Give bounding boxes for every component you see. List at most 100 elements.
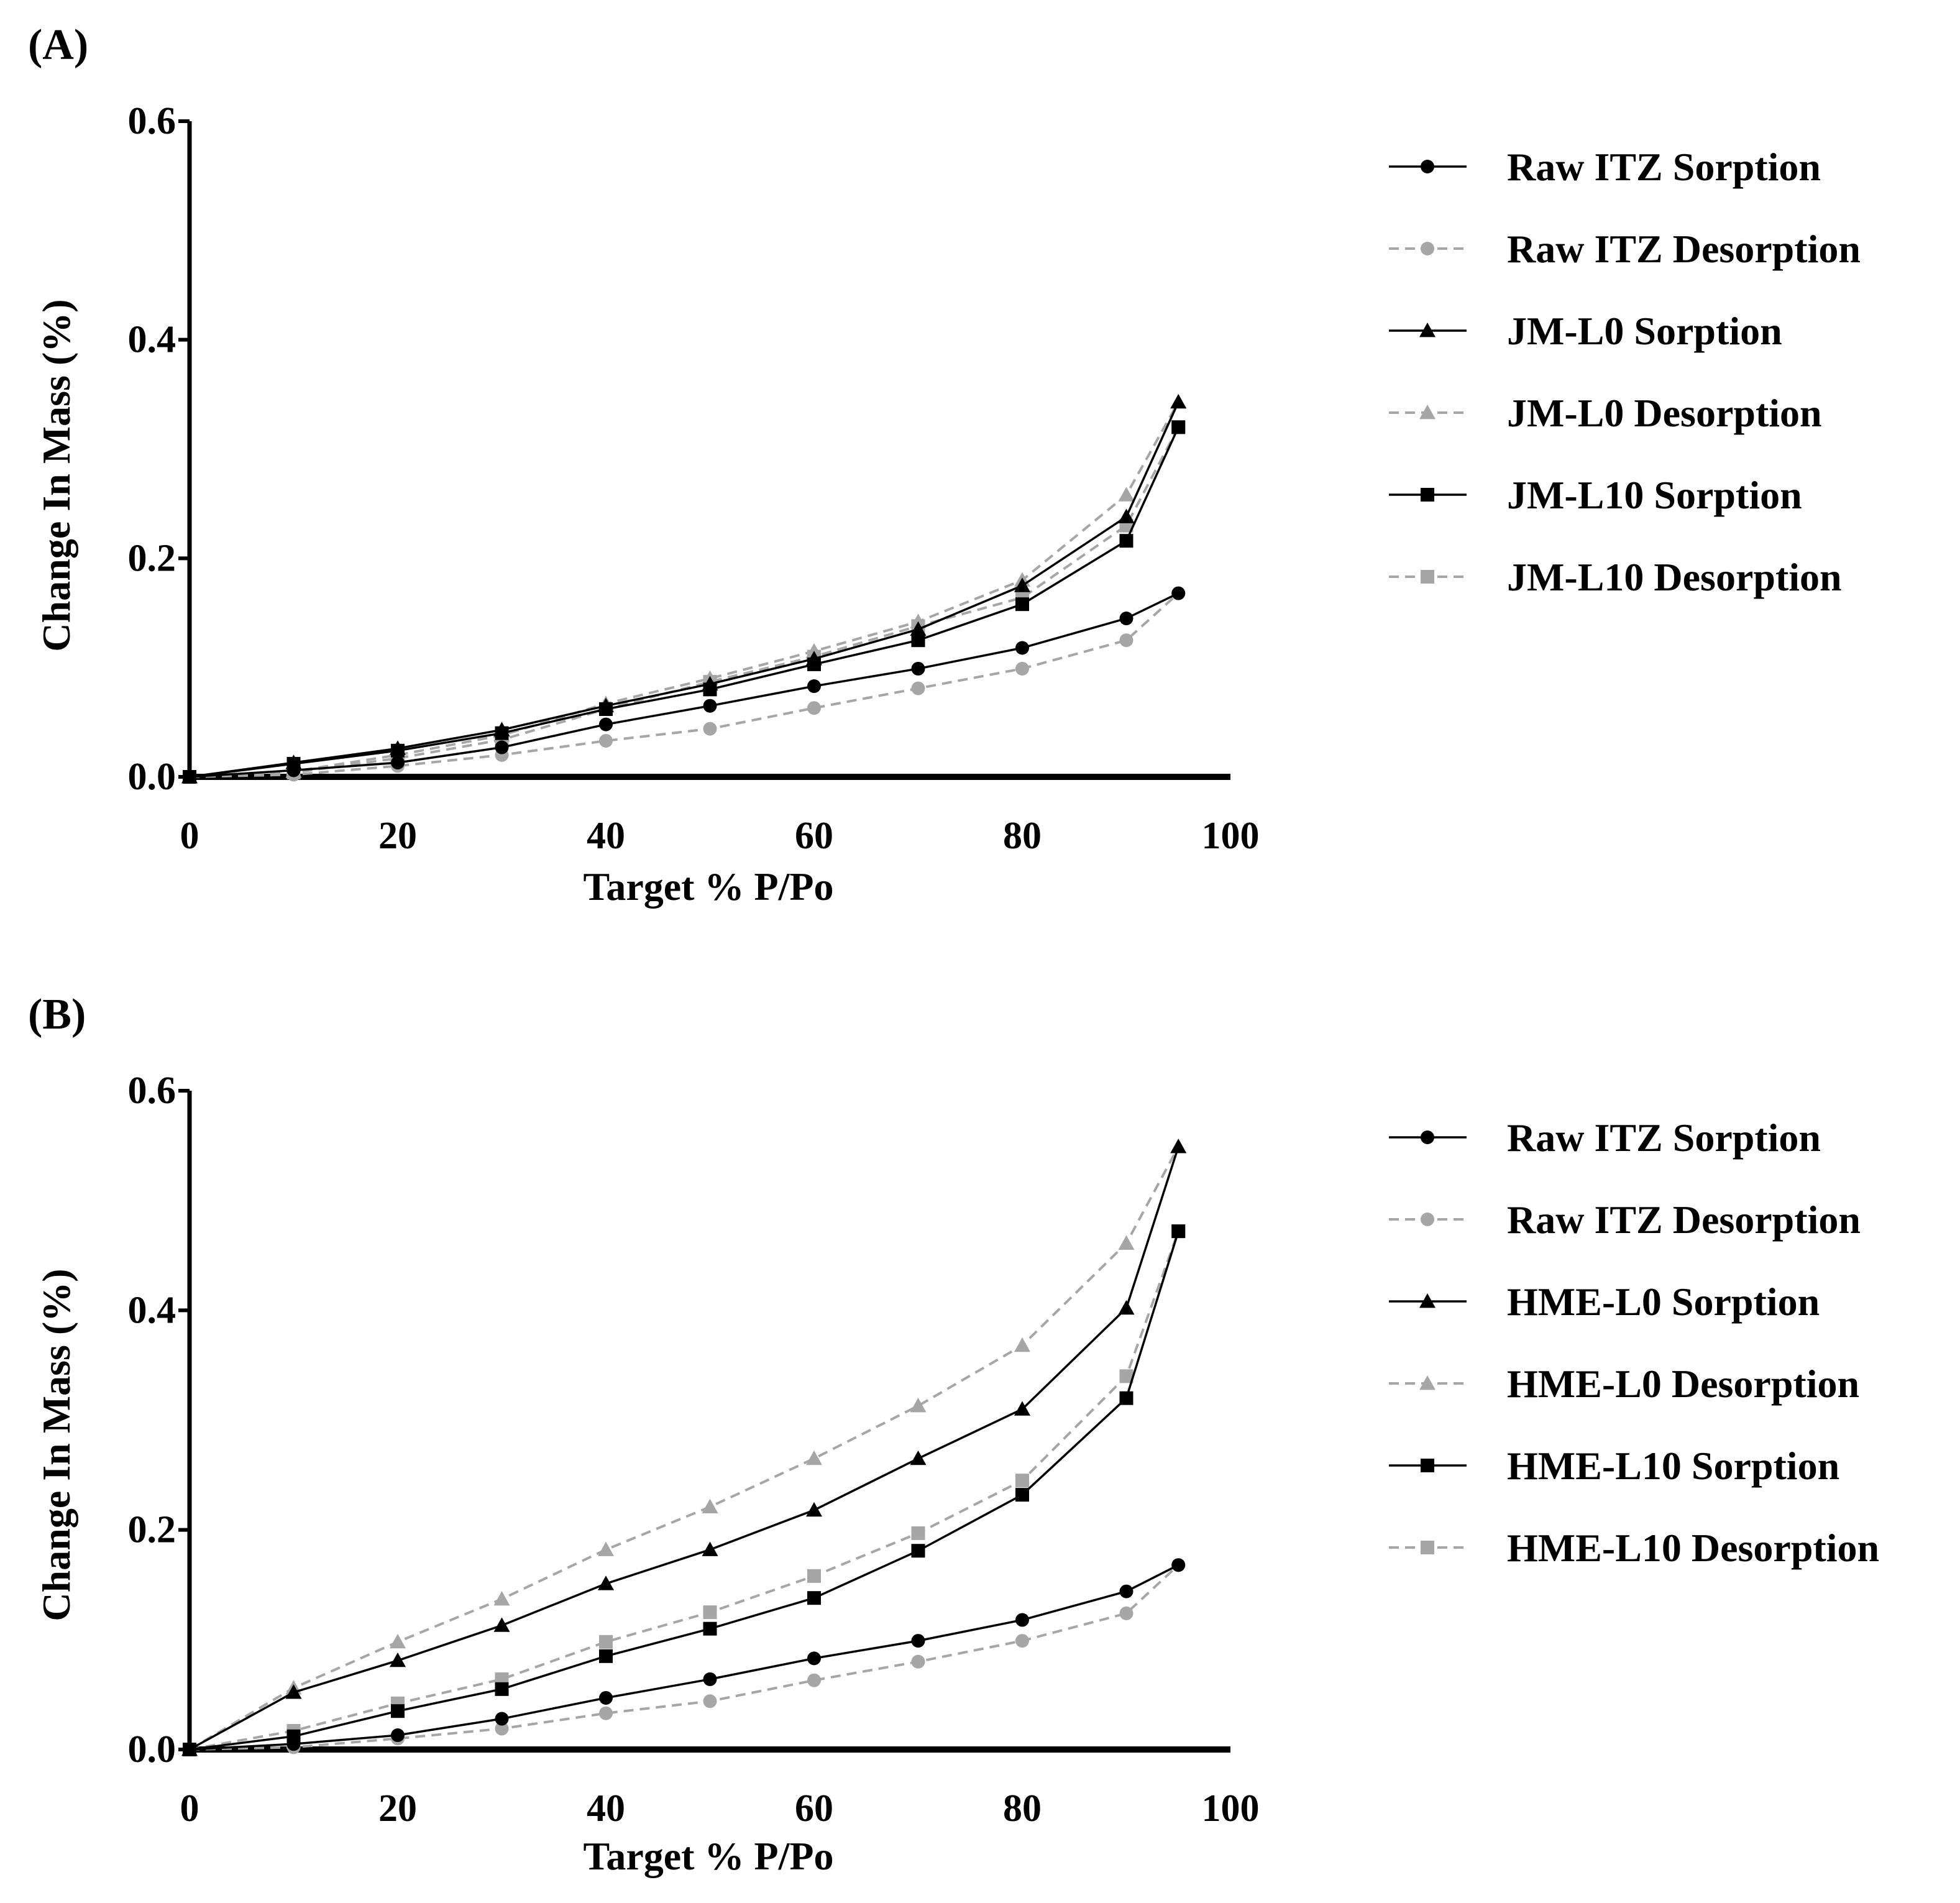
legend-label: JM-L10 Sorption: [1507, 473, 1802, 517]
data-point: [495, 1712, 509, 1726]
series-line: [189, 1564, 1179, 1751]
data-point: [1014, 1337, 1030, 1352]
series-line: [189, 1146, 1179, 1751]
data-point: [599, 1706, 613, 1720]
series-hme-l10-desorption: [183, 1224, 1186, 1756]
plot-area: [181, 1139, 1187, 1756]
data-point: [1015, 661, 1029, 676]
data-point: [599, 717, 613, 731]
data-point: [391, 756, 405, 770]
x-tick-label: 0: [180, 815, 199, 857]
legend-marker: [1421, 1459, 1434, 1472]
data-point: [495, 726, 509, 740]
data-point: [599, 733, 613, 748]
data-point: [390, 1633, 406, 1649]
data-point: [1015, 1488, 1029, 1502]
series-line: [189, 1564, 1179, 1751]
data-point: [1118, 1300, 1135, 1315]
series-hme-l0-desorption: [181, 1139, 1187, 1756]
series-hme-l0-sorption: [181, 1139, 1187, 1756]
data-point: [495, 740, 509, 754]
data-point: [1015, 1474, 1029, 1488]
legend-marker: [1419, 1293, 1436, 1308]
legend-label: Raw ITZ Sorption: [1507, 1116, 1821, 1160]
data-point: [703, 699, 717, 713]
data-point: [1118, 1235, 1135, 1250]
legend-label: HME-L10 Sorption: [1507, 1444, 1839, 1488]
legend-marker: [1421, 1541, 1434, 1554]
data-point: [703, 682, 717, 697]
data-point: [702, 1541, 718, 1556]
legend-label: Raw ITZ Desorption: [1507, 1198, 1861, 1242]
x-tick-label: 80: [1003, 815, 1042, 857]
data-point: [807, 1591, 821, 1605]
data-point: [911, 661, 925, 676]
data-point: [910, 621, 927, 636]
data-point: [910, 1398, 927, 1413]
data-point: [1014, 577, 1030, 592]
x-tick-label: 100: [1202, 815, 1260, 857]
legend-label: JM-L10 Desorption: [1507, 555, 1842, 599]
data-point: [703, 1672, 717, 1686]
legend-label: Raw ITZ Desorption: [1507, 227, 1861, 271]
data-point: [910, 1450, 927, 1465]
series-jm-l10-sorption: [183, 420, 1186, 784]
data-point: [1171, 1558, 1186, 1572]
data-point: [1014, 1401, 1030, 1416]
data-point: [495, 1682, 509, 1696]
data-point: [285, 1684, 302, 1699]
data-point: [1119, 1391, 1133, 1405]
axes: [178, 119, 1230, 781]
series-hme-l10-sorption: [183, 1224, 1186, 1756]
data-point: [703, 722, 717, 736]
y-tick-label: 0.6: [128, 1070, 176, 1112]
x-tick-label: 60: [795, 1787, 833, 1830]
x-tick-label: 40: [587, 815, 625, 857]
data-point: [286, 756, 301, 771]
y-axis-title: Change In Mass (%): [34, 299, 78, 651]
legend-marker: [1421, 160, 1434, 173]
legend-marker: [1419, 1375, 1436, 1390]
y-tick-label: 0.4: [128, 319, 176, 361]
x-tick-label: 60: [795, 815, 833, 857]
data-point: [807, 1673, 821, 1687]
series-raw-itz-sorption: [183, 1558, 1186, 1756]
x-tick-label: 20: [378, 1787, 417, 1830]
data-point: [1170, 393, 1187, 409]
data-point: [390, 1652, 406, 1667]
series-jm-l10-desorption: [183, 420, 1186, 784]
panel-label: (A): [28, 21, 88, 69]
y-axis-title: Change In Mass (%): [34, 1268, 78, 1621]
data-point: [1119, 612, 1133, 626]
data-point: [1170, 1139, 1187, 1153]
data-point: [703, 1605, 717, 1620]
legend-marker: [1421, 1213, 1434, 1226]
data-point: [703, 1621, 717, 1636]
data-point: [911, 1634, 925, 1648]
legend-label: HME-L0 Sorption: [1507, 1280, 1820, 1324]
data-point: [1015, 1634, 1029, 1648]
data-point: [1171, 586, 1186, 600]
series-line: [189, 401, 1179, 778]
data-point: [493, 1590, 510, 1606]
plot-area: [181, 393, 1187, 784]
x-tick-label: 80: [1003, 1787, 1042, 1830]
y-tick-label: 0.2: [128, 537, 176, 579]
data-point: [807, 1569, 821, 1583]
x-axis-title: Target % P/Po: [584, 864, 834, 909]
data-point: [599, 1635, 613, 1649]
data-point: [599, 1649, 613, 1663]
legend-label: JM-L0 Sorption: [1507, 309, 1782, 353]
y-tick-label: 0.0: [128, 1728, 176, 1771]
y-tick-label: 0.6: [128, 100, 176, 142]
data-point: [807, 1651, 821, 1666]
data-point: [703, 1694, 717, 1708]
series-line: [188, 1146, 1180, 1751]
data-point: [911, 1544, 925, 1558]
data-point: [598, 1541, 614, 1556]
data-point: [495, 1722, 509, 1736]
legend-label: HME-L0 Desorption: [1507, 1362, 1859, 1406]
data-point: [806, 1450, 822, 1465]
series-jm-l0-desorption: [181, 393, 1187, 784]
